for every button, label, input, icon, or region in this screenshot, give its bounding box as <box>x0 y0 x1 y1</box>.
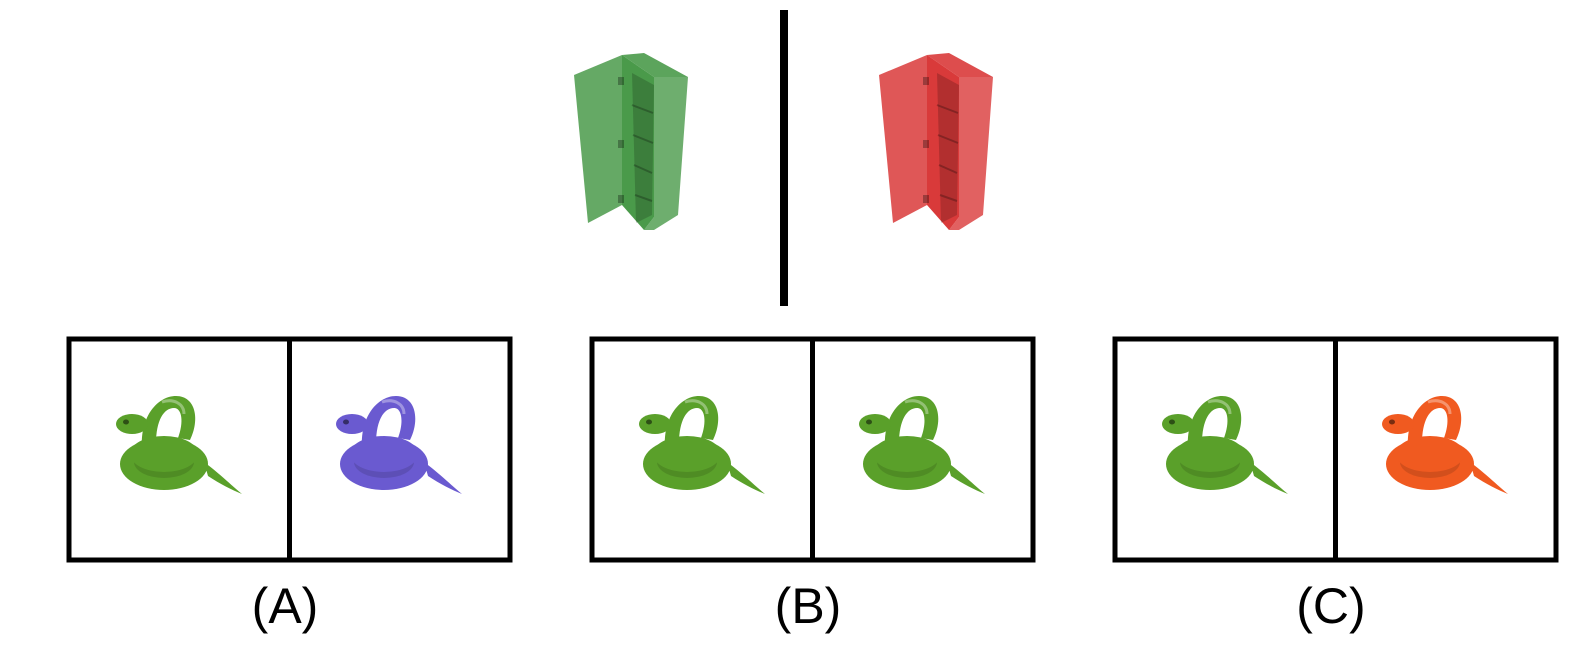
example-divider <box>780 10 788 306</box>
option-a-label: (A) <box>251 578 319 634</box>
example-left-cabinet-icon <box>573 52 689 231</box>
example-right-cabinet-icon <box>878 52 994 231</box>
option-c-panel[interactable] <box>1112 336 1559 563</box>
option-a-panel[interactable] <box>66 336 513 563</box>
option-c-label: (C) <box>1296 578 1366 634</box>
option-b-label: (B) <box>774 578 842 634</box>
option-b-panel[interactable] <box>589 336 1036 563</box>
